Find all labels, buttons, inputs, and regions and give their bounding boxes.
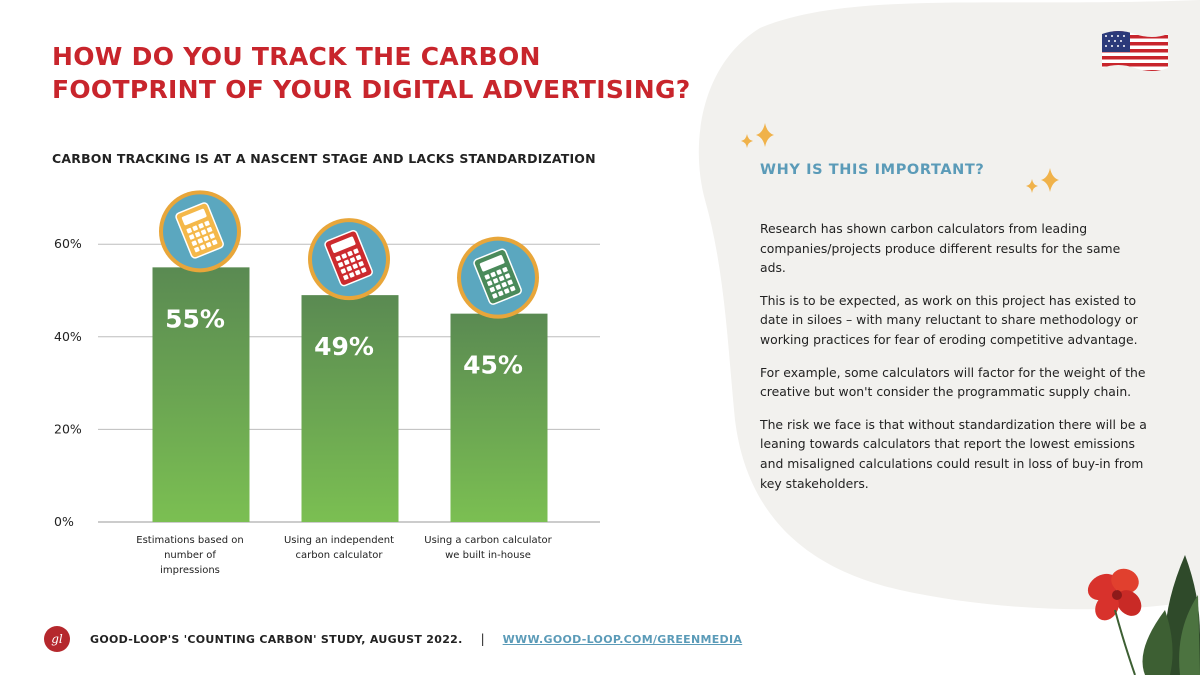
why-paragraph-1: Research has shown carbon calculators fr… bbox=[760, 221, 1121, 276]
data-label: 55% bbox=[165, 304, 225, 333]
chart-title: CARBON TRACKING IS AT A NASCENT STAGE AN… bbox=[52, 151, 596, 166]
good-loop-logo: gl bbox=[44, 626, 70, 652]
bar bbox=[450, 313, 548, 522]
bar bbox=[301, 295, 399, 522]
page-title: HOW DO YOU TRACK THE CARBON FOOTPRINT OF… bbox=[52, 40, 691, 106]
green-calculator-icon bbox=[457, 236, 539, 319]
data-label: 45% bbox=[463, 351, 523, 380]
y-tick-label: 20% bbox=[54, 421, 82, 436]
why-important-heading: WHY IS THIS IMPORTANT? bbox=[760, 162, 985, 178]
why-paragraph-2: This is to be expected, as work on this … bbox=[760, 292, 1138, 347]
y-tick-label: 0% bbox=[54, 514, 74, 529]
sparkle-icon bbox=[1026, 168, 1059, 193]
y-tick-label: 40% bbox=[54, 329, 82, 344]
sparkle-icon bbox=[741, 123, 774, 148]
data-label: 49% bbox=[314, 332, 374, 361]
footer-website-link[interactable]: WWW.GOOD-LOOP.COM/GREENMEDIA bbox=[502, 632, 743, 646]
orange-calculator-icon bbox=[159, 190, 241, 273]
us-flag-icon bbox=[1102, 31, 1168, 71]
x-tick-label: carbon calculator bbox=[295, 550, 383, 561]
x-tick-label: Estimations based on bbox=[136, 535, 243, 546]
red-calculator-icon bbox=[308, 218, 390, 301]
x-tick-label: we built in-house bbox=[445, 550, 531, 561]
x-tick-label: number of bbox=[164, 550, 216, 561]
y-tick-label: 60% bbox=[54, 236, 82, 251]
x-tick-label: impressions bbox=[160, 565, 220, 576]
x-tick-label: Using a carbon calculator bbox=[424, 535, 552, 546]
page-title-line-1: HOW DO YOU TRACK THE CARBON bbox=[52, 42, 541, 71]
why-important-body: Research has shown carbon calculators fr… bbox=[760, 219, 1148, 506]
why-paragraph-3: For example, some calculators will facto… bbox=[760, 364, 1146, 400]
footer-study-text: GOOD-LOOP'S 'COUNTING CARBON' STUDY, AUG… bbox=[90, 632, 463, 646]
why-paragraph-4: The risk we face is that without standar… bbox=[760, 416, 1147, 491]
footer: gl GOOD-LOOP'S 'COUNTING CARBON' STUDY, … bbox=[44, 625, 742, 653]
bar bbox=[152, 267, 250, 522]
x-tick-label: Using an independent bbox=[284, 535, 394, 546]
footer-separator: | bbox=[480, 632, 485, 646]
page-title-line-2: FOOTPRINT OF YOUR DIGITAL ADVERTISING? bbox=[52, 75, 691, 104]
flower-decoration-icon bbox=[1087, 555, 1200, 675]
